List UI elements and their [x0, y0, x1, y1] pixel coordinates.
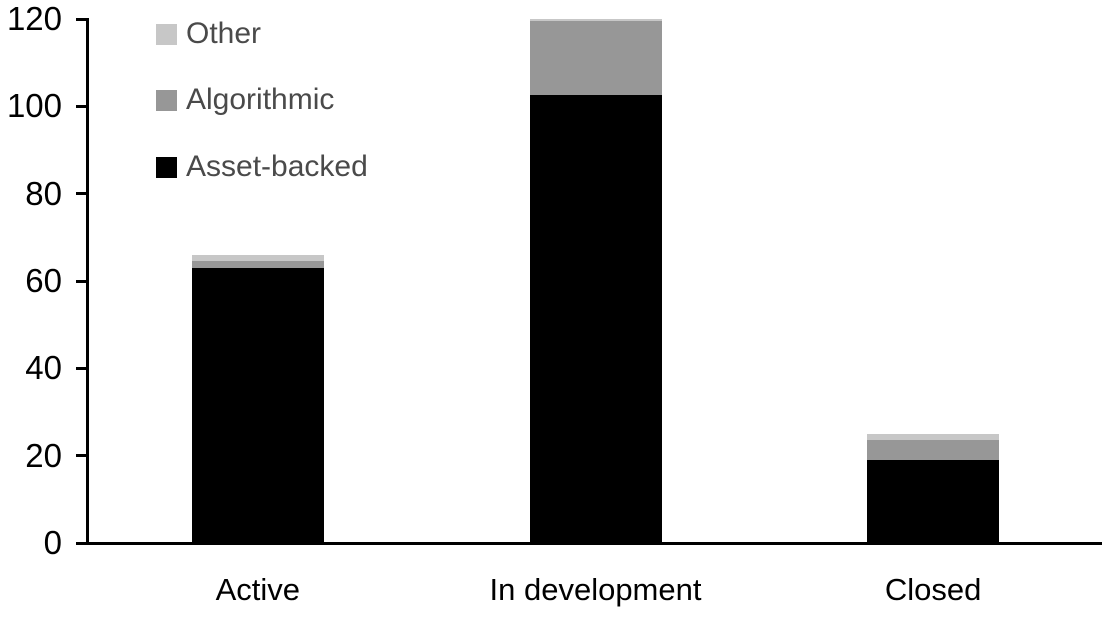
- bar-segment-asset-backed-2: [867, 460, 1000, 543]
- y-tick-label-100: 100: [6, 87, 62, 125]
- bar-segment-asset-backed-0: [191, 267, 324, 543]
- y-tick-label-20: 20: [25, 436, 62, 474]
- category-label-2: Closed: [884, 572, 982, 607]
- y-tick-label-60: 60: [25, 262, 62, 299]
- y-tick-label-40: 40: [25, 349, 62, 387]
- legend-item-algorithmic: Algorithmic: [156, 83, 335, 116]
- legend-swatch-algorithmic-icon: [156, 89, 177, 111]
- x-axis: [76, 541, 1102, 545]
- legend-swatch-asset-backed-icon: [156, 156, 177, 178]
- bar-segment-algorithmic-1: [529, 21, 662, 96]
- legend-label-other: Other: [186, 17, 262, 50]
- y-tick-label-120: 120: [6, 0, 62, 37]
- legend-item-asset-backed: Asset-backed: [156, 150, 368, 183]
- legend-swatch-other-icon: [156, 23, 177, 45]
- category-label-1: In development: [489, 572, 702, 607]
- y-axis: [86, 17, 89, 545]
- y-tick-60: [76, 279, 89, 283]
- legend-item-other: Other: [156, 17, 262, 50]
- bar-segment-asset-backed-1: [529, 95, 662, 543]
- category-label-0: Active: [215, 572, 301, 607]
- y-tick-100: [76, 104, 89, 108]
- y-tick-80: [76, 192, 89, 196]
- y-tick-120: [76, 17, 89, 21]
- bar-segment-other-0: [191, 254, 324, 262]
- bar-segment-other-1: [529, 19, 662, 22]
- legend-label-algorithmic: Algorithmic: [186, 83, 335, 116]
- y-tick-20: [76, 454, 89, 458]
- bar-segment-algorithmic-2: [867, 440, 1000, 461]
- y-tick-40: [76, 366, 89, 370]
- legend-label-asset-backed: Asset-backed: [186, 150, 368, 183]
- y-tick-label-80: 80: [25, 174, 62, 212]
- y-tick-label-0: 0: [43, 524, 62, 561]
- bar-segment-algorithmic-0: [191, 261, 324, 268]
- bar-segment-other-2: [867, 433, 1000, 441]
